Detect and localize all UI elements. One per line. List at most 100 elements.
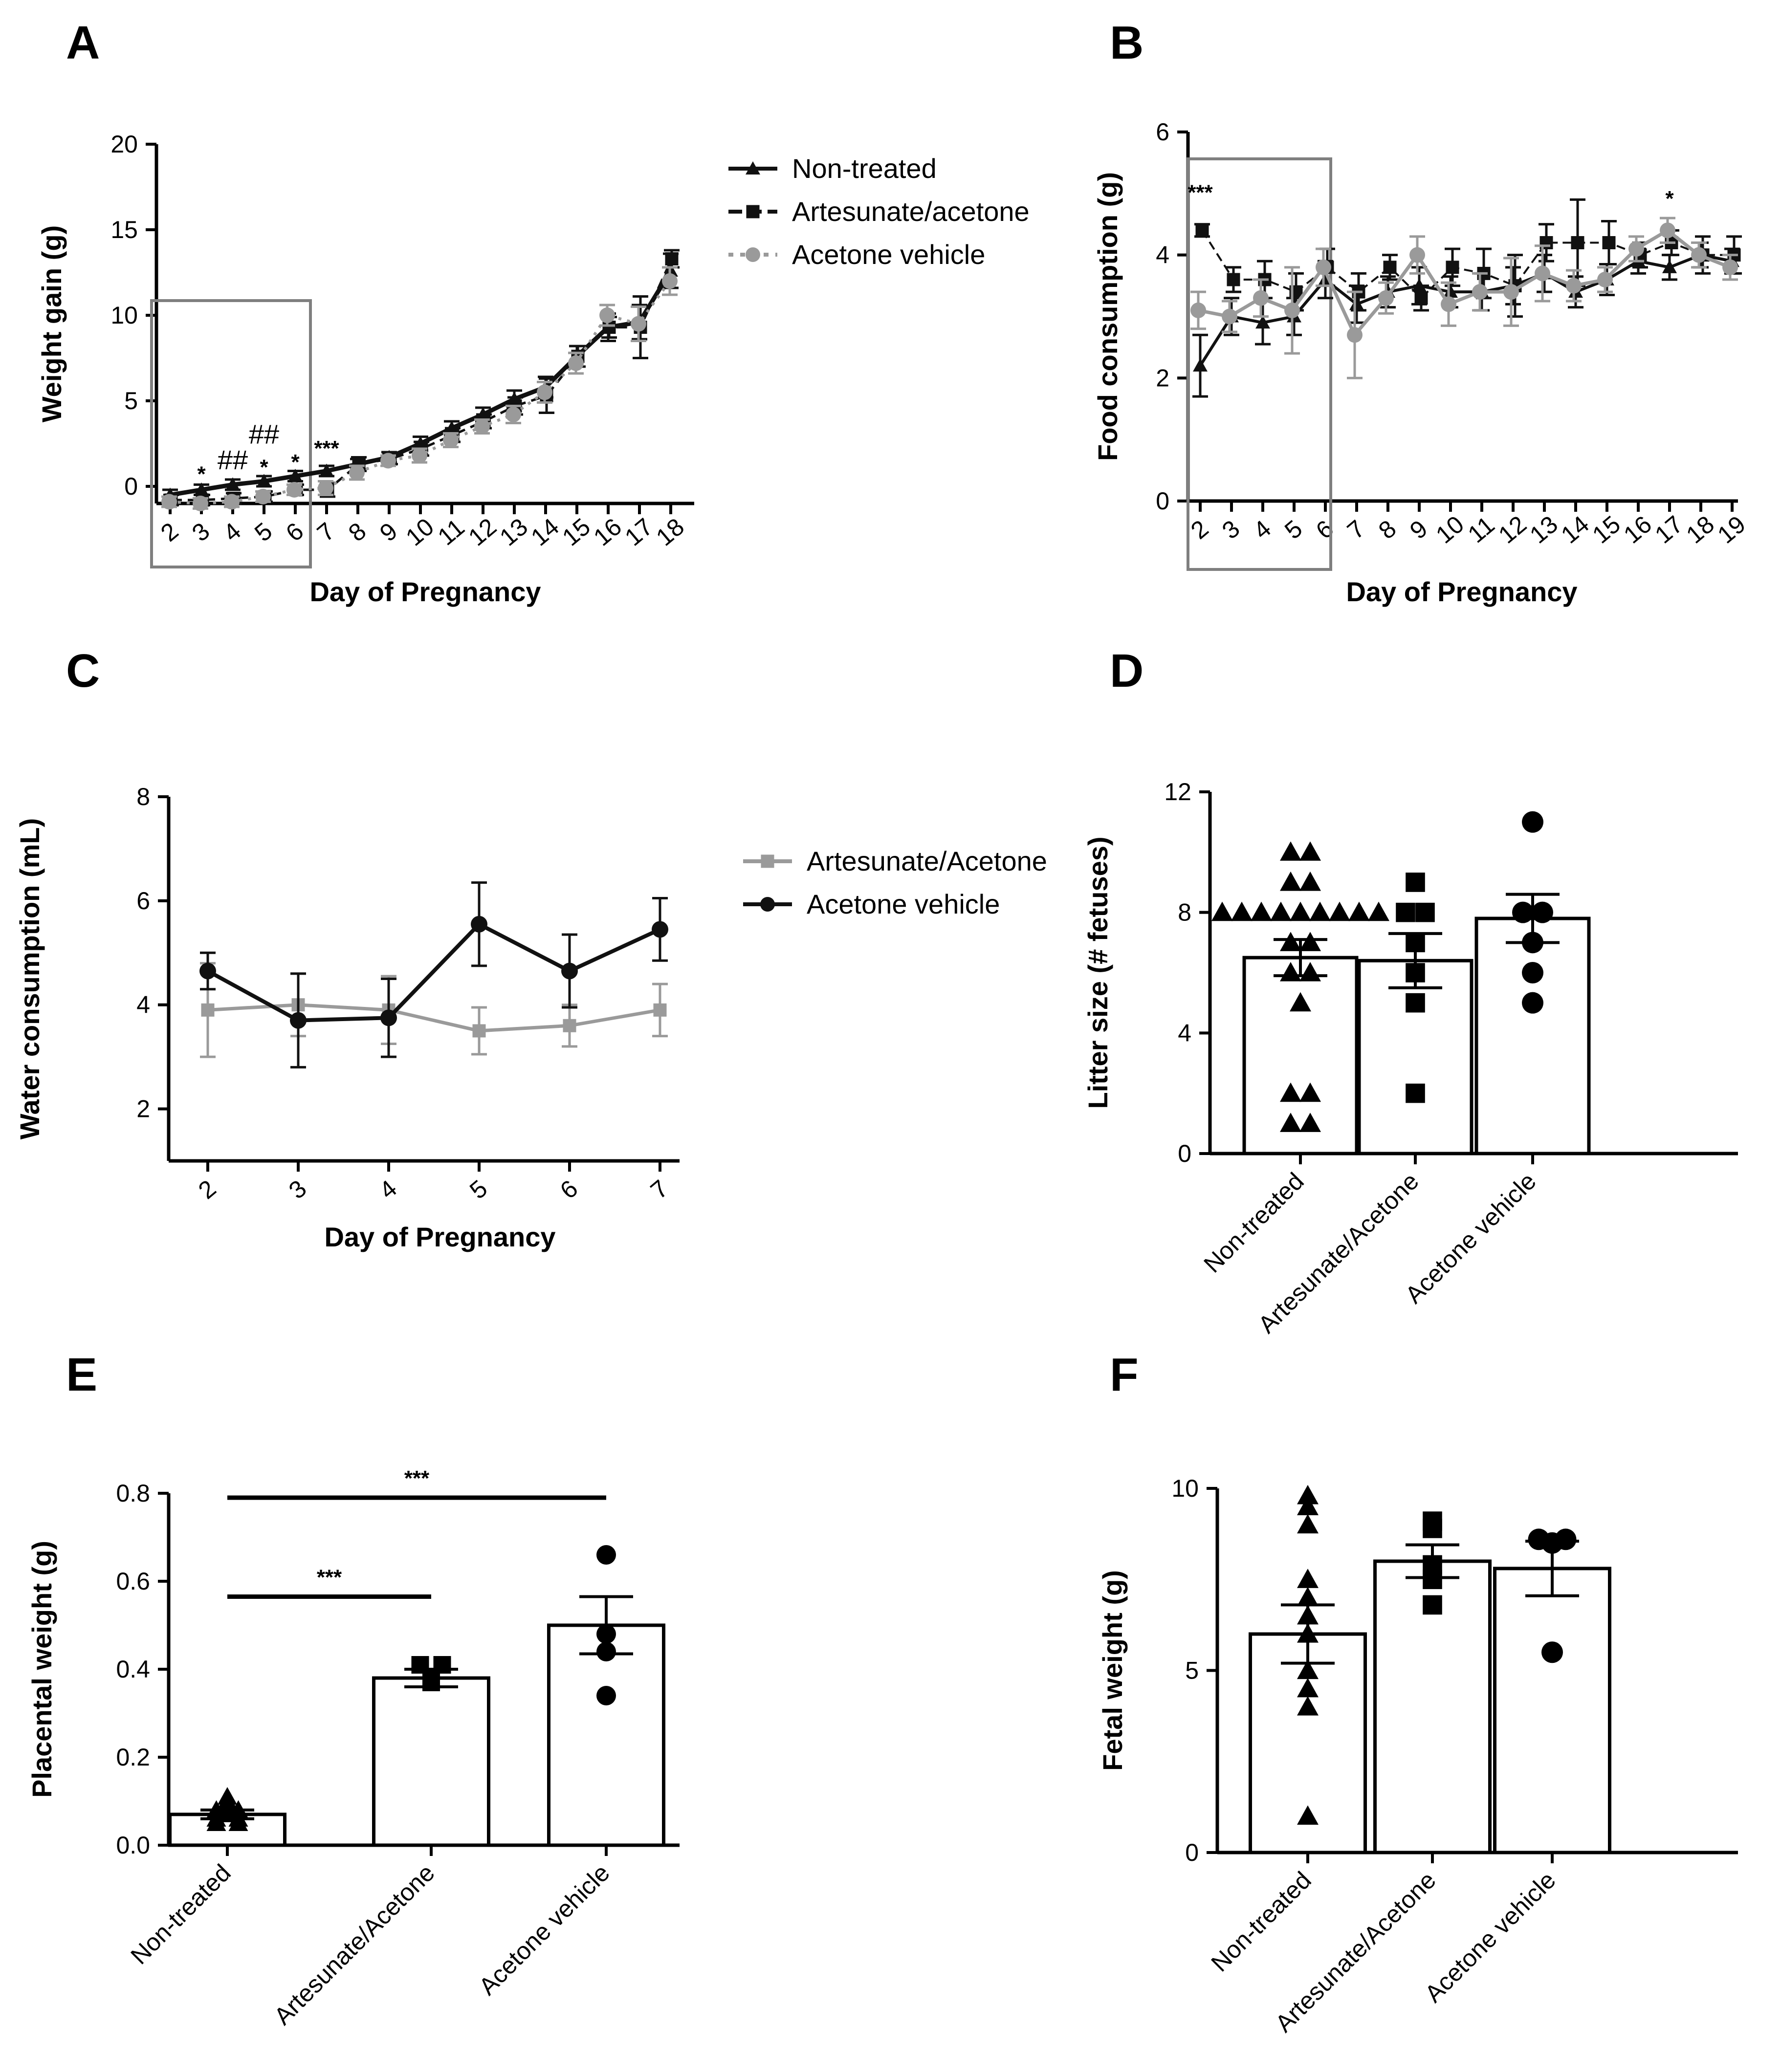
data-point bbox=[161, 494, 177, 510]
x-tick-label: 8 bbox=[1373, 515, 1401, 545]
x-tick-label: 3 bbox=[187, 517, 215, 547]
legend-label: Acetone vehicle bbox=[807, 889, 1000, 919]
data-point bbox=[1227, 273, 1240, 286]
bar-group: Acetone vehicle bbox=[474, 1545, 665, 2000]
data-point bbox=[201, 1003, 215, 1017]
x-tick-label: 4 bbox=[374, 1175, 402, 1204]
legend: Artesunate/Acetone Acetone vehicle bbox=[743, 846, 1047, 919]
significance-label: * bbox=[260, 456, 268, 480]
series-2 bbox=[1190, 217, 1738, 379]
data-point bbox=[1406, 993, 1425, 1013]
significance-label: ## bbox=[249, 419, 279, 450]
data-point bbox=[199, 962, 216, 980]
series-line bbox=[207, 1003, 660, 1033]
data-point bbox=[1441, 296, 1456, 312]
x-tick-label: 5 bbox=[1279, 515, 1307, 545]
bar bbox=[372, 1676, 490, 1847]
x-tick-label: 3 bbox=[1217, 515, 1245, 545]
x-tick-label: Artesunate/Acetone bbox=[269, 1859, 440, 2030]
data-point bbox=[1255, 315, 1270, 329]
y-tick-label: 0 bbox=[1156, 487, 1169, 515]
y-tick-label: 0 bbox=[124, 473, 138, 500]
x-tick-label: 4 bbox=[1248, 515, 1276, 545]
data-point bbox=[599, 307, 615, 323]
y-tick-label: 2 bbox=[136, 1095, 150, 1123]
data-point bbox=[1299, 932, 1321, 951]
y-axis-title: Weight gain (g) bbox=[36, 225, 67, 422]
data-point bbox=[1222, 308, 1237, 325]
data-point bbox=[1597, 272, 1613, 287]
data-point bbox=[1284, 302, 1300, 318]
data-point bbox=[319, 463, 334, 477]
y-axis-title: Placental weight (g) bbox=[26, 1541, 57, 1798]
panel-letter: A bbox=[66, 17, 100, 69]
data-point bbox=[206, 1813, 226, 1831]
data-point bbox=[1297, 1678, 1319, 1698]
data-point bbox=[1691, 247, 1707, 263]
x-tick-label: Acetone vehicle bbox=[1420, 1866, 1561, 2007]
data-point bbox=[1722, 259, 1738, 275]
y-tick-label: 5 bbox=[124, 387, 138, 414]
data-point bbox=[1347, 327, 1363, 343]
x-tick-label: 6 bbox=[281, 517, 308, 547]
data-point bbox=[1415, 902, 1435, 922]
y-tick-label: 6 bbox=[136, 887, 150, 915]
data-point bbox=[288, 469, 303, 482]
y-tick-label: 0.6 bbox=[116, 1568, 150, 1595]
x-tick-label: 2 bbox=[1186, 515, 1213, 545]
data-point bbox=[257, 474, 271, 487]
significance-label: *** bbox=[404, 1466, 430, 1490]
panel-letter: B bbox=[1110, 17, 1143, 69]
data-point bbox=[349, 465, 365, 480]
y-tick-label: 8 bbox=[136, 783, 150, 810]
data-point bbox=[1522, 962, 1543, 983]
data-point bbox=[665, 252, 679, 265]
data-point bbox=[1280, 872, 1301, 891]
x-tick-label: 18 bbox=[651, 513, 689, 551]
highlight-box bbox=[150, 299, 312, 568]
x-tick-label: 7 bbox=[1342, 515, 1370, 545]
data-point bbox=[1443, 284, 1458, 298]
data-point bbox=[1535, 265, 1550, 282]
legend-label: Artesunate/Acetone bbox=[807, 846, 1047, 876]
y-tick-label: 0.4 bbox=[116, 1656, 150, 1683]
data-point bbox=[1446, 261, 1459, 274]
data-point bbox=[1297, 1587, 1319, 1607]
data-point bbox=[1378, 290, 1394, 306]
series-1 bbox=[199, 881, 668, 1069]
data-point bbox=[1406, 872, 1425, 892]
y-axis-title: Water consumption (mL) bbox=[14, 818, 45, 1139]
data-point bbox=[602, 321, 616, 334]
data-point bbox=[1309, 901, 1331, 921]
x-tick-label: 7 bbox=[645, 1175, 673, 1204]
data-point bbox=[1571, 236, 1584, 249]
data-point bbox=[193, 496, 208, 511]
series-line bbox=[171, 258, 673, 502]
x-tick-label: 3 bbox=[284, 1175, 311, 1204]
y-tick-label: 0.2 bbox=[116, 1744, 150, 1771]
significance-label: ## bbox=[218, 444, 248, 475]
data-point bbox=[1297, 1696, 1319, 1716]
data-point bbox=[1297, 1514, 1319, 1534]
data-point bbox=[474, 418, 490, 435]
data-point bbox=[1297, 1484, 1319, 1505]
data-point bbox=[1297, 1569, 1319, 1588]
data-point bbox=[1348, 901, 1370, 921]
series-0 bbox=[1192, 241, 1740, 398]
data-point bbox=[1280, 841, 1301, 861]
highlight-box bbox=[1187, 157, 1332, 571]
data-point bbox=[1503, 284, 1519, 300]
y-tick-label: 4 bbox=[1178, 1019, 1191, 1047]
x-tick-label: 10 bbox=[400, 513, 439, 551]
data-point bbox=[1396, 902, 1415, 922]
data-point bbox=[1280, 1112, 1301, 1132]
x-tick-label: Non-treated bbox=[1206, 1866, 1316, 1977]
data-point bbox=[224, 494, 240, 510]
data-point bbox=[1522, 811, 1543, 833]
data-point bbox=[255, 489, 271, 504]
y-tick-label: 2 bbox=[1156, 364, 1169, 392]
y-tick-label: 10 bbox=[110, 302, 138, 329]
data-point bbox=[1349, 297, 1364, 310]
data-point bbox=[380, 453, 396, 469]
